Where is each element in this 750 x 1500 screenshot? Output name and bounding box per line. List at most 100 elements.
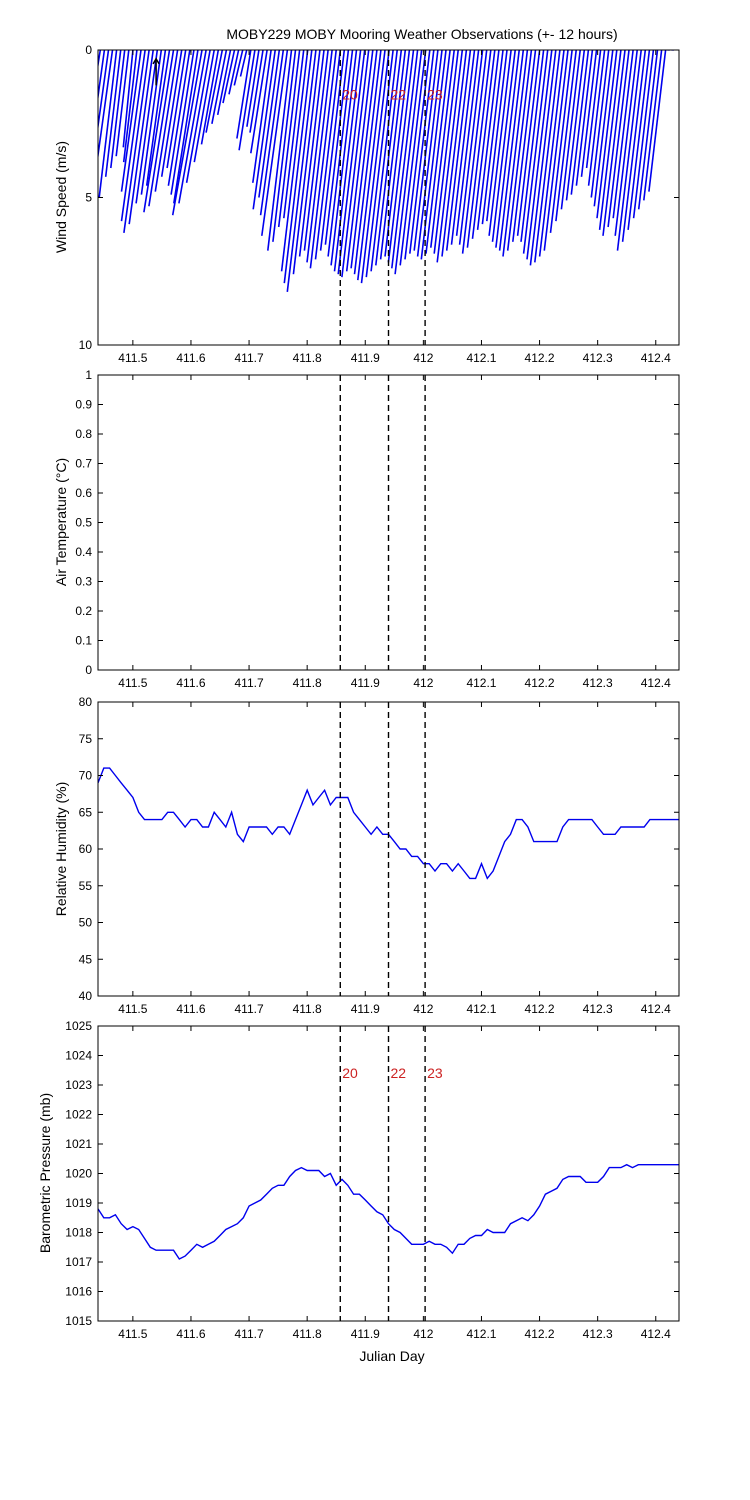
ylabel-wind-speed: Wind Speed (m/s) <box>53 141 69 253</box>
x-tick-label: 411.9 <box>351 351 380 365</box>
x-tick-label: 412.2 <box>525 1327 555 1341</box>
x-tick-label: 412.4 <box>641 1327 671 1341</box>
y-tick-label: 75 <box>79 732 93 746</box>
wind-stick <box>238 50 256 151</box>
y-tick-label: 1020 <box>65 1167 92 1181</box>
panel-barometric-pressure: Barometric Pressure (mb) 20 22 23 411.5 411.… <box>37 1019 680 1341</box>
wind-stick <box>575 50 594 186</box>
wind-stick <box>324 50 350 245</box>
wind-stick <box>430 50 455 248</box>
wind-stick <box>280 50 309 272</box>
x-tick-label: 411.6 <box>176 1327 205 1341</box>
wind-stick <box>205 50 224 133</box>
wind-stick <box>570 50 590 195</box>
wind-stick <box>140 50 163 195</box>
wind-stick <box>598 50 622 230</box>
wind-stick <box>148 50 175 207</box>
y-tick-label: 1019 <box>65 1196 92 1210</box>
wind-stick <box>461 50 488 254</box>
x-tick-label: 412.3 <box>583 1327 613 1341</box>
wind-stick <box>458 50 484 245</box>
wind-stick <box>498 50 525 251</box>
wind-stick <box>123 50 150 234</box>
y-tick-label: 0.2 <box>75 604 92 618</box>
y-tick-label: 0.6 <box>75 486 92 500</box>
x-tick-label: 412.3 <box>583 1002 613 1016</box>
wind-stick <box>433 50 459 254</box>
wind-stick <box>298 50 325 257</box>
y-tick-label: 5 <box>85 191 92 205</box>
wind-stick <box>616 50 642 251</box>
wind-stick <box>98 50 106 103</box>
wind-stick <box>154 50 179 192</box>
wind-stick <box>441 50 468 257</box>
wind-stick <box>345 50 374 272</box>
x-tick-label: 412.4 <box>641 351 671 365</box>
wind-stick <box>520 50 545 242</box>
wind-stick <box>160 50 183 177</box>
wind-stick <box>538 50 565 257</box>
wind-stick <box>246 50 260 127</box>
wind-stick <box>267 50 293 251</box>
wind-stick <box>249 50 264 133</box>
wind-stick <box>436 50 464 263</box>
wind-stick <box>391 50 419 269</box>
y-tick-label: 55 <box>79 879 93 893</box>
wind-stick <box>365 50 394 278</box>
wind-stick <box>252 50 272 183</box>
wind-stick <box>98 50 110 132</box>
wind-stick <box>341 50 370 278</box>
wind-stick <box>593 50 614 207</box>
wind-stick <box>166 50 187 169</box>
wind-stick <box>228 50 240 95</box>
y-tick-label: 0.4 <box>75 545 92 559</box>
wind-stick <box>555 50 577 222</box>
wind-stick <box>120 50 146 222</box>
x-tick-label: 411.6 <box>176 676 205 690</box>
wind-stick <box>596 50 618 219</box>
wind-stick <box>259 50 285 216</box>
y-tick-label: 1022 <box>65 1108 92 1122</box>
x-tick-label: 411.9 <box>351 1002 380 1016</box>
wind-stick <box>534 50 561 263</box>
wind-stick <box>495 50 520 248</box>
wind-stick <box>526 50 553 260</box>
wind-stick <box>216 50 232 116</box>
wind-stick <box>627 50 651 230</box>
series-line <box>98 1163 679 1260</box>
wind-stick <box>375 50 403 266</box>
y-tick-label: 0 <box>85 43 92 57</box>
wind-stick <box>143 50 171 213</box>
y-tick-label: 0.7 <box>75 457 92 471</box>
wind-stick <box>170 50 195 195</box>
wind-stick <box>394 50 423 275</box>
reference-arrow-head <box>152 57 160 65</box>
x-tick-label: 411.8 <box>293 1327 322 1341</box>
x-tick-label: 411.9 <box>351 676 380 690</box>
x-tick-label: 412.1 <box>466 351 496 365</box>
wind-stick <box>486 50 508 222</box>
event-label: 22 <box>391 1065 407 1081</box>
wind-stick <box>283 50 305 219</box>
wind-stick <box>233 50 244 86</box>
y-tick-label: 50 <box>79 916 93 930</box>
y-tick-label: 40 <box>79 989 93 1003</box>
wind-stick <box>549 50 573 233</box>
wind-stick <box>122 50 134 148</box>
plot-area-wind-speed <box>98 50 674 292</box>
wind-stick <box>178 50 207 204</box>
x-tick-label: 411.5 <box>118 351 147 365</box>
wind-stick <box>506 50 533 251</box>
wind-stick <box>471 50 496 239</box>
wind-stick <box>643 50 663 201</box>
wind-stick <box>357 50 386 281</box>
wind-stick <box>303 50 329 251</box>
panel-wind-speed: Wind Speed (m/s) 20 22 23 411.5 411.6 411.7 41… <box>53 43 680 365</box>
x-tick-label: 412.2 <box>525 676 555 690</box>
wind-stick <box>193 50 215 163</box>
x-axis-title: Julian Day <box>359 1348 424 1364</box>
x-tick-label: 411.7 <box>234 351 263 365</box>
x-tick-label: 412 <box>413 1327 433 1341</box>
figure-title: MOBY229 MOBY Mooring Weather Observation… <box>226 26 617 42</box>
